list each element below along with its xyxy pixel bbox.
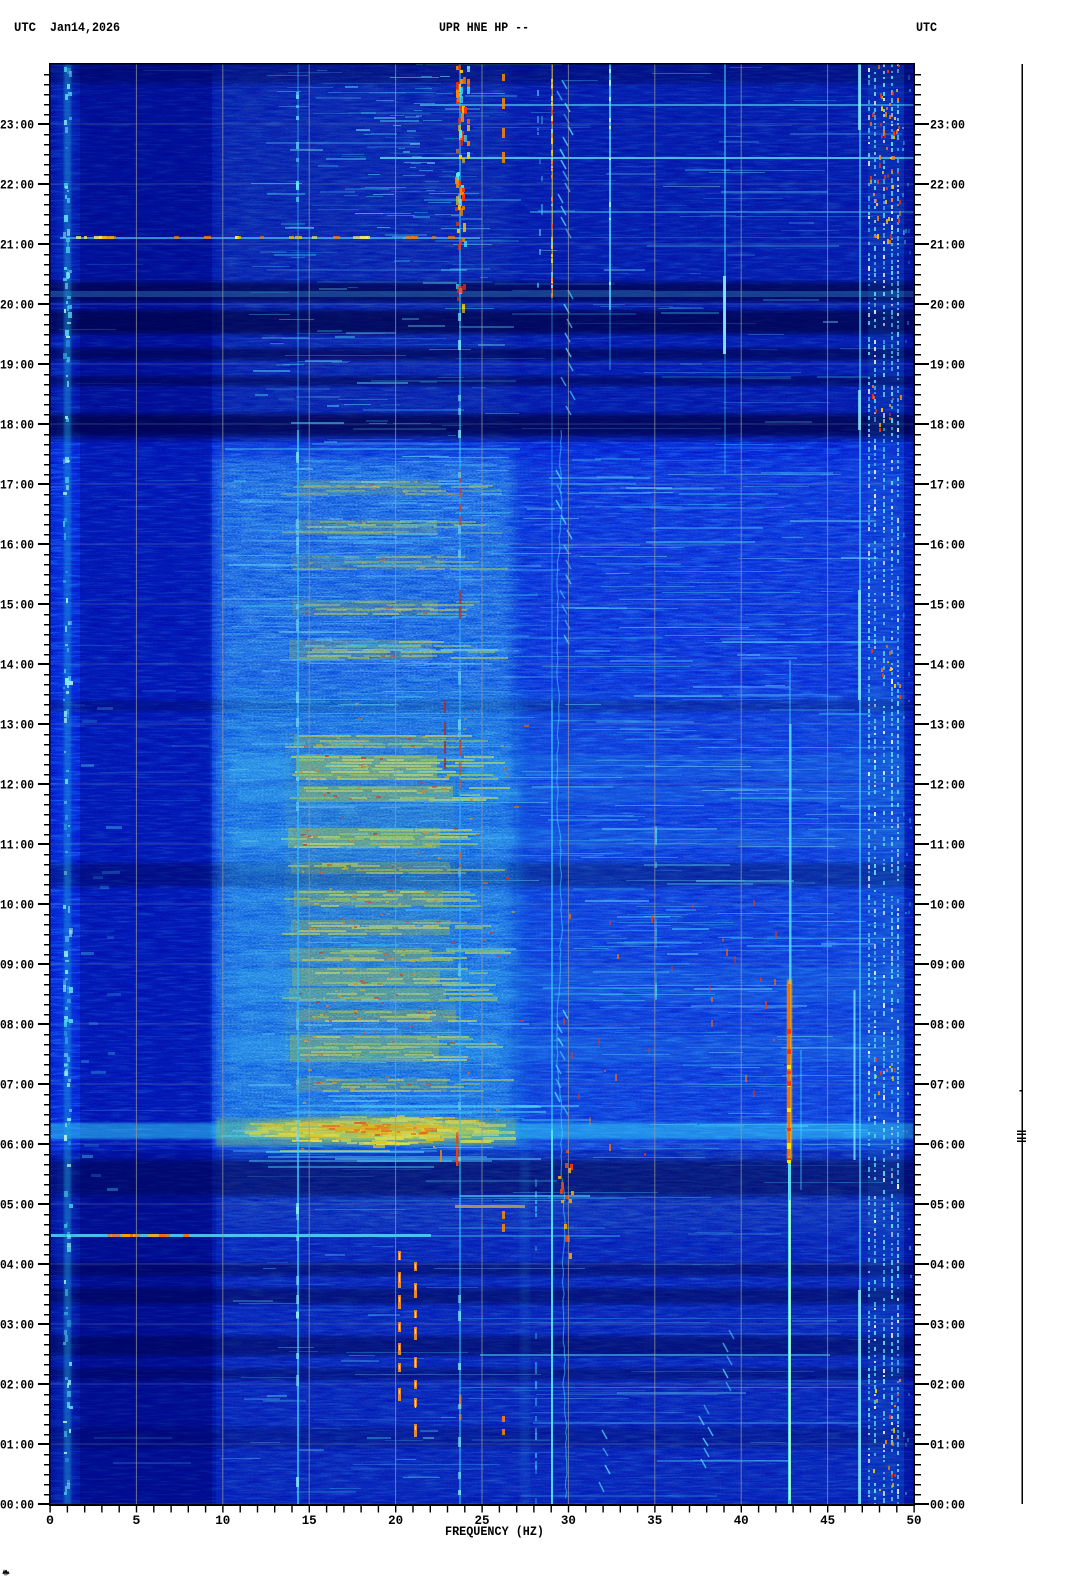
svg-text:01:00: 01:00 — [930, 1438, 965, 1453]
svg-text:12:00: 12:00 — [930, 778, 965, 793]
svg-text:13:00: 13:00 — [0, 718, 34, 733]
svg-text:03:00: 03:00 — [0, 1318, 34, 1333]
svg-text:14:00: 14:00 — [930, 658, 965, 673]
svg-text:15:00: 15:00 — [0, 598, 34, 613]
svg-text:35: 35 — [647, 1513, 662, 1528]
svg-text:50: 50 — [907, 1513, 922, 1528]
svg-text:0: 0 — [46, 1513, 54, 1528]
svg-text:02:00: 02:00 — [0, 1378, 34, 1393]
svg-text:08:00: 08:00 — [0, 1018, 34, 1033]
svg-text:06:00: 06:00 — [930, 1138, 965, 1153]
svg-text:10:00: 10:00 — [930, 898, 965, 913]
svg-text:13:00: 13:00 — [930, 718, 965, 733]
svg-text:21:00: 21:00 — [0, 238, 34, 253]
svg-text:08:00: 08:00 — [930, 1018, 965, 1033]
svg-text:UPR HNE HP --: UPR HNE HP -- — [439, 20, 529, 35]
svg-text:30: 30 — [561, 1513, 576, 1528]
svg-text:21:00: 21:00 — [930, 238, 965, 253]
svg-text:19:00: 19:00 — [0, 358, 34, 373]
svg-text:12:00: 12:00 — [0, 778, 34, 793]
svg-text:25: 25 — [475, 1513, 490, 1528]
svg-text:45: 45 — [820, 1513, 835, 1528]
svg-text:20: 20 — [388, 1513, 403, 1528]
svg-text:18:00: 18:00 — [930, 418, 965, 433]
svg-text:09:00: 09:00 — [930, 958, 965, 973]
svg-text:5: 5 — [132, 1513, 140, 1528]
svg-text:11:00: 11:00 — [0, 838, 34, 853]
svg-text:FREQUENCY (HZ): FREQUENCY (HZ) — [445, 1524, 544, 1539]
svg-text:11:00: 11:00 — [930, 838, 965, 853]
svg-text:00:00: 00:00 — [930, 1498, 965, 1513]
svg-text:18:00: 18:00 — [0, 418, 34, 433]
svg-text:Jan14,2026: Jan14,2026 — [50, 20, 120, 35]
svg-text:00:00: 00:00 — [0, 1498, 34, 1513]
svg-text:23:00: 23:00 — [0, 118, 34, 133]
svg-text:07:00: 07:00 — [0, 1078, 34, 1093]
svg-text:UTC: UTC — [916, 20, 937, 35]
svg-text:15: 15 — [302, 1513, 317, 1528]
svg-text:20:00: 20:00 — [930, 298, 965, 313]
svg-text:02:00: 02:00 — [930, 1378, 965, 1393]
svg-text:10:00: 10:00 — [0, 898, 34, 913]
svg-text:22:00: 22:00 — [0, 178, 34, 193]
svg-text:09:00: 09:00 — [0, 958, 34, 973]
svg-text:07:00: 07:00 — [930, 1078, 965, 1093]
svg-text:06:00: 06:00 — [0, 1138, 34, 1153]
svg-text:01:00: 01:00 — [0, 1438, 34, 1453]
svg-text:05:00: 05:00 — [0, 1198, 34, 1213]
svg-text:05:00: 05:00 — [930, 1198, 965, 1213]
svg-text:19:00: 19:00 — [930, 358, 965, 373]
svg-text:04:00: 04:00 — [0, 1258, 34, 1273]
svg-text:16:00: 16:00 — [0, 538, 34, 553]
svg-text:17:00: 17:00 — [930, 478, 965, 493]
svg-text:40: 40 — [734, 1513, 749, 1528]
svg-text:03:00: 03:00 — [930, 1318, 965, 1333]
svg-text:15:00: 15:00 — [930, 598, 965, 613]
svg-text:10: 10 — [215, 1513, 230, 1528]
svg-text:23:00: 23:00 — [930, 118, 965, 133]
svg-text:22:00: 22:00 — [930, 178, 965, 193]
svg-text:UTC: UTC — [14, 20, 36, 35]
svg-text:16:00: 16:00 — [930, 538, 965, 553]
svg-text:17:00: 17:00 — [0, 478, 34, 493]
svg-text:14:00: 14:00 — [0, 658, 34, 673]
svg-text:04:00: 04:00 — [930, 1258, 965, 1273]
svg-text:20:00: 20:00 — [0, 298, 34, 313]
